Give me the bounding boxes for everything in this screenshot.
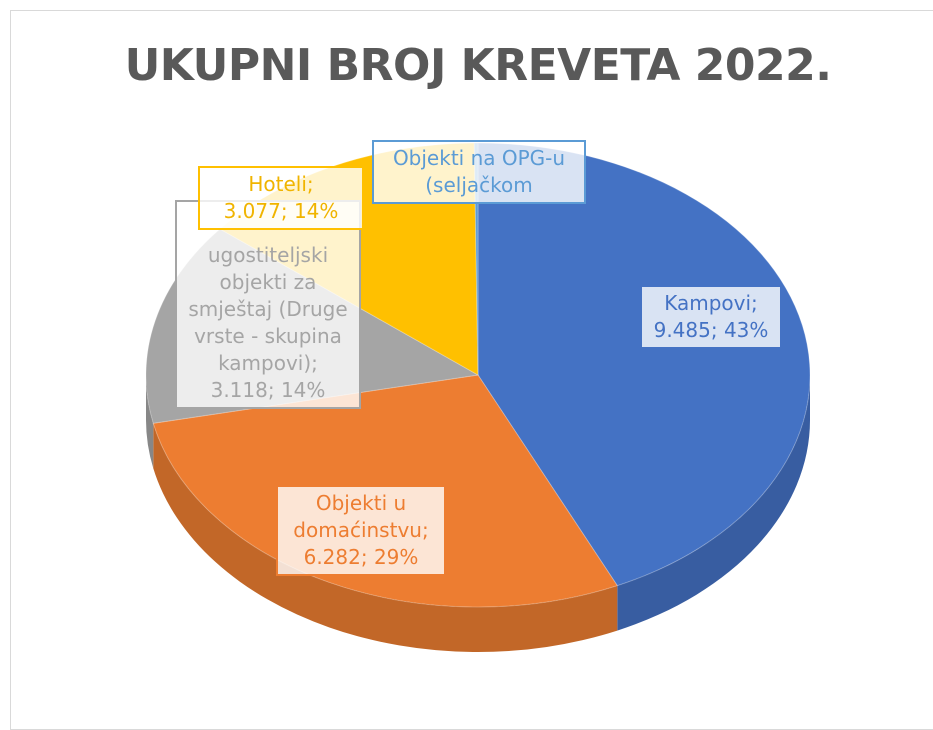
data-label: Objekti na OPG-u (seljačkom <box>372 140 586 204</box>
slice-side <box>146 375 154 469</box>
label-category: Kampovi <box>648 290 774 317</box>
label-category: Objekti na OPG-u (seljačkom <box>392 146 566 197</box>
chart-title: UKUPNI BROJ KREVETA 2022. <box>124 40 832 91</box>
label-category: Objekti u domaćinstvu <box>284 490 438 544</box>
page: UKUPNI BROJ KREVETA 2022. Kampovi9.485; … <box>0 0 933 713</box>
label-value: 3.077; 14% <box>223 199 339 223</box>
data-label: Kampovi9.485; 43% <box>640 285 782 349</box>
label-value: 6.282; 29% <box>303 545 419 569</box>
label-category: Hoteli <box>206 171 356 198</box>
label-category: ugostiteljski objekti za smještaj (Druge… <box>183 242 353 377</box>
slice-side <box>153 423 618 652</box>
label-value: 3.118; 14% <box>210 378 326 402</box>
data-label: Objekti u domaćinstvu6.282; 29% <box>276 485 446 576</box>
slice-side <box>617 375 810 631</box>
data-label: ugostiteljski objekti za smještaj (Druge… <box>175 200 361 409</box>
chart <box>145 142 811 652</box>
label-value: 9.485; 43% <box>653 318 769 342</box>
slice <box>477 142 811 587</box>
data-label: Hoteli3.077; 14% <box>198 166 364 230</box>
